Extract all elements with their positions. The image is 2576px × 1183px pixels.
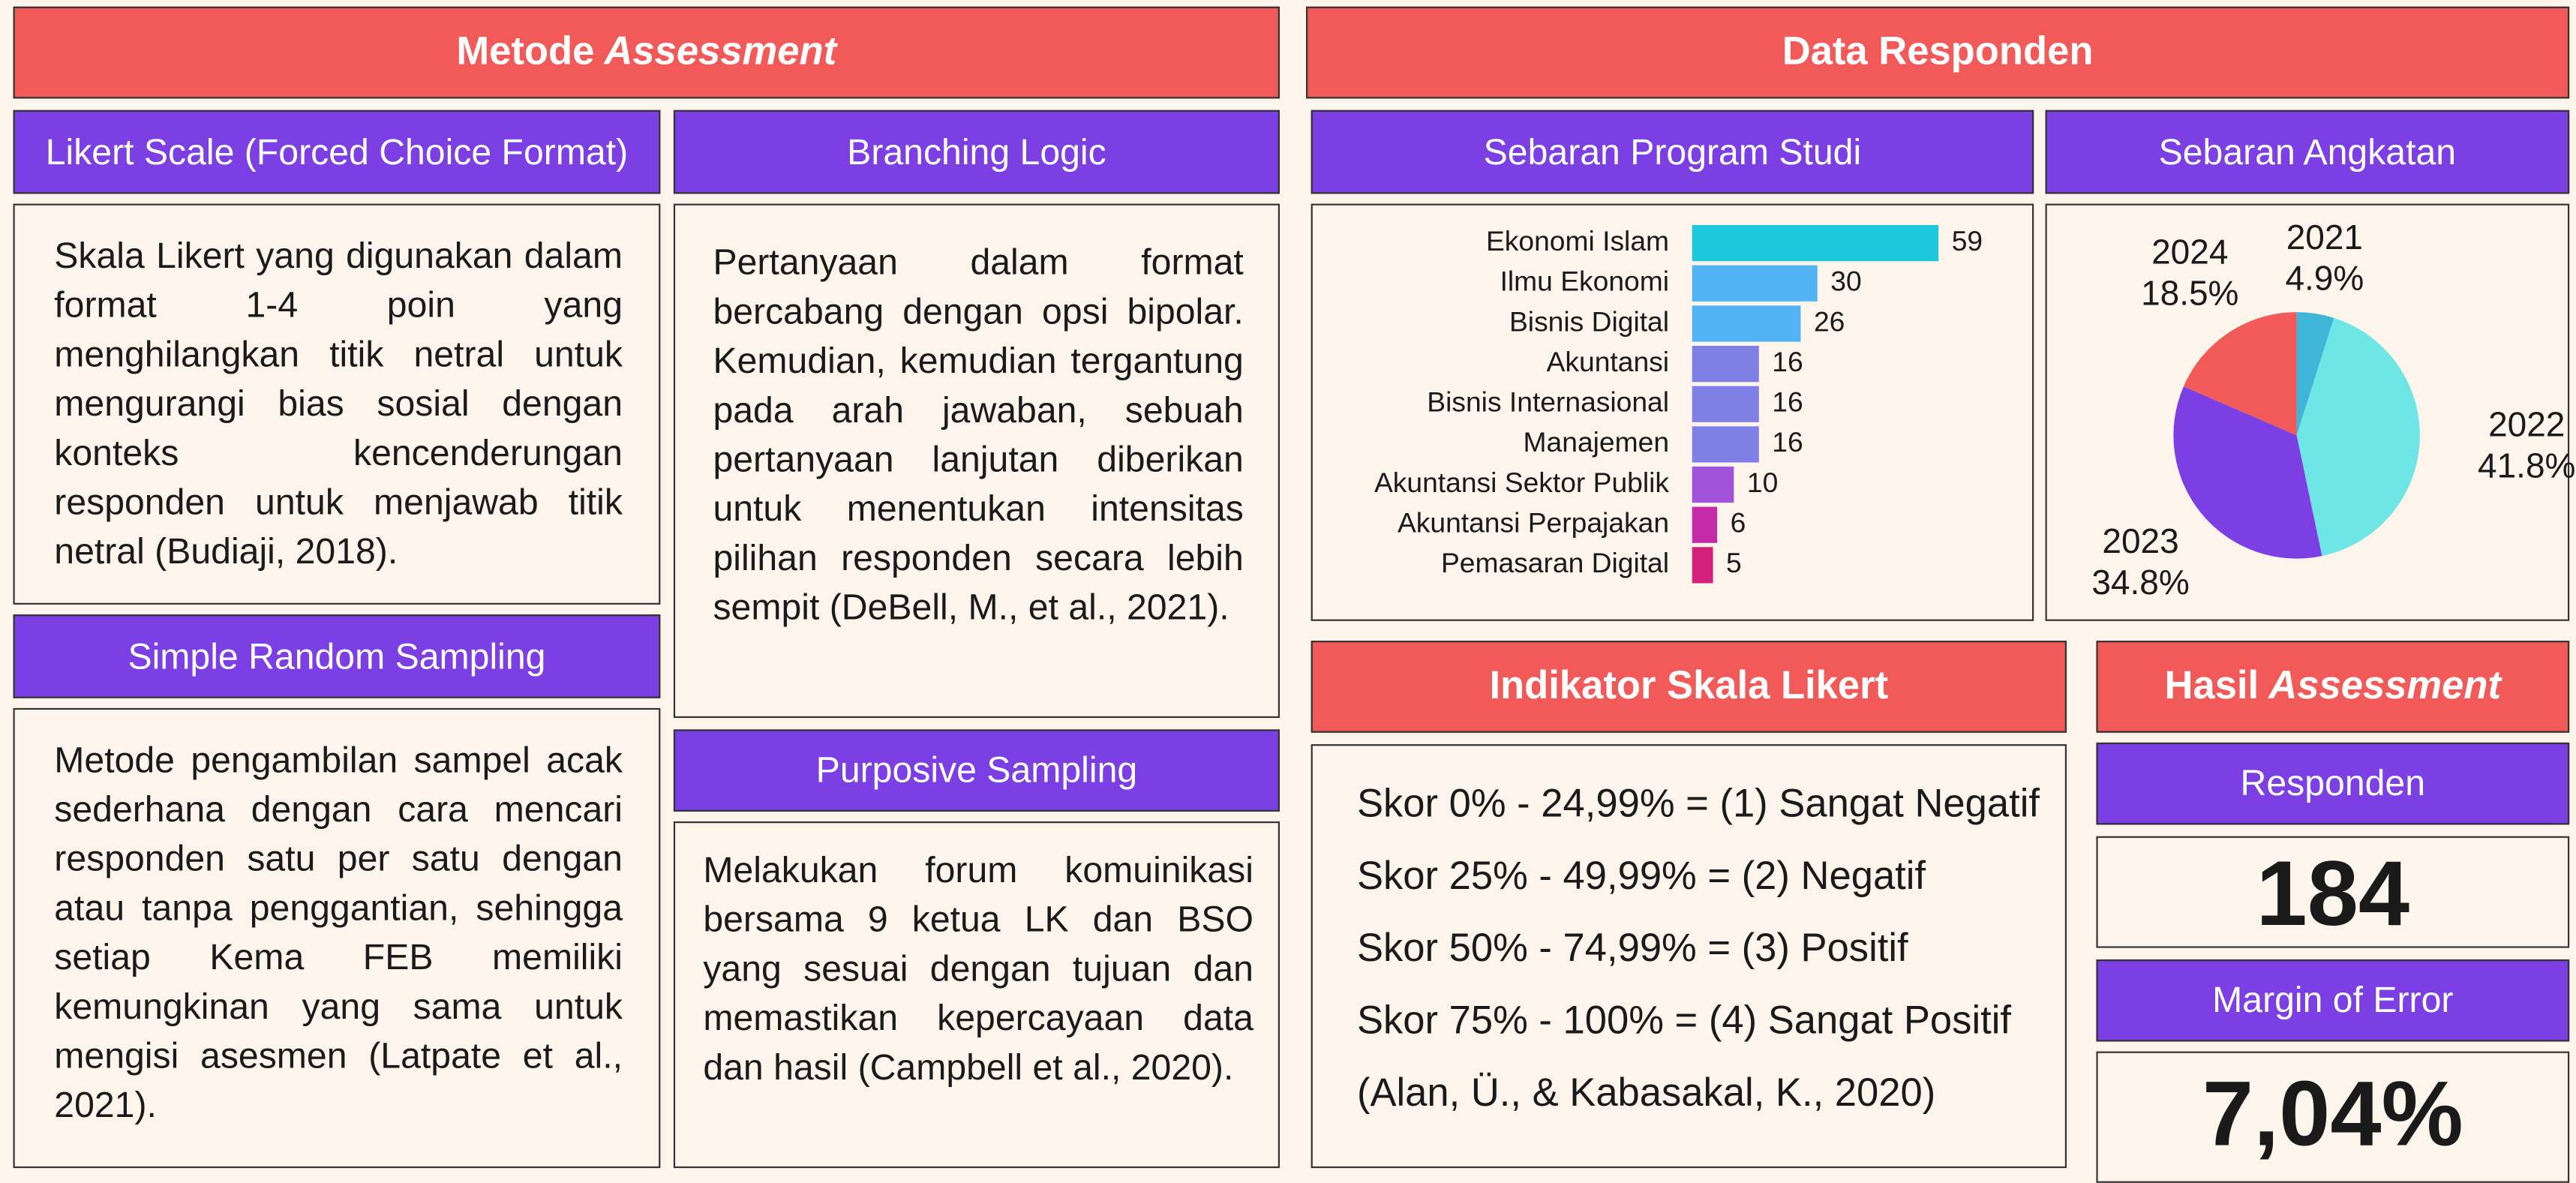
title: Hasil [2164, 663, 2259, 708]
header: Metode Assessment [13, 6, 1280, 99]
bar-label: Ilmu Ekonomi [1500, 266, 1669, 297]
pie-category: 2022 [2488, 405, 2565, 444]
section-body: Metode pengambilan sampel acak sederhana… [13, 707, 661, 1169]
pie-slice [2296, 312, 2334, 436]
paragraph: Pertanyaan dalam format bercabang dengan… [713, 241, 1244, 628]
pie-category: 2021 [2286, 218, 2363, 257]
bar-value: 16 [1772, 386, 1803, 418]
indicator-line: (Alan, Ü., & Kabasakal, K., 2020) [1356, 1070, 1936, 1116]
header: Indikator Skala Likert [1311, 641, 2067, 733]
paragraph: Melakukan forum komuinikasi bersama 9 ke… [703, 849, 1253, 1088]
section-body: Skala Likert yang digunakan dalam format… [13, 203, 661, 605]
bar [1692, 386, 1759, 422]
pie-value: 4.9% [2285, 259, 2364, 298]
bar-value: 5 [1726, 547, 1742, 578]
bar-label: Bisnis Digital [1509, 305, 1669, 337]
bar [1692, 426, 1759, 463]
paragraph: Skala Likert yang digunakan dalam format… [54, 235, 623, 572]
bar-value: 26 [1814, 305, 1845, 337]
bar-value: 6 [1731, 507, 1746, 539]
section-header: Sebaran Program Studi [1311, 110, 2034, 194]
bar-label: Ekonomi Islam [1486, 225, 1669, 257]
section-header: Simple Random Sampling [13, 614, 661, 698]
section-header: Margin of Error [2096, 959, 2570, 1042]
title: Assessment [604, 29, 837, 74]
bar-value: 16 [1772, 346, 1803, 377]
bar [1692, 265, 1818, 302]
section-header: Purposive Sampling [673, 729, 1280, 812]
bar [1692, 225, 1939, 262]
bar-label: Akuntansi Perpajakan [1398, 507, 1669, 539]
paragraph: Metode pengambilan sampel acak sederhana… [54, 739, 623, 1126]
bar-value: 59 [1952, 225, 1983, 257]
bar-label: Akuntansi Sektor Publik [1374, 467, 1669, 498]
stat-value: 184 [2096, 836, 2570, 948]
section-body: Melakukan forum komuinikasi bersama 9 ke… [673, 821, 1280, 1169]
bar [1692, 466, 1734, 503]
bar-label: Manajemen [1524, 426, 1669, 458]
indicator-line: Skor 0% - 24,99% = (1) Sangat Negatif [1356, 782, 2040, 827]
bar-value: 10 [1747, 467, 1778, 498]
bar [1692, 345, 1759, 383]
chart-panel [1311, 203, 2034, 621]
pie-value: 41.8% [2478, 446, 2575, 485]
section-header: Responden [2096, 742, 2570, 825]
header: Hasil Assessment [2096, 641, 2570, 733]
pie-value: 34.8% [2091, 563, 2189, 602]
section-header: Likert Scale (Forced Choice Format) [13, 110, 661, 194]
bar-value: 30 [1830, 266, 1861, 297]
pie-slice [2173, 386, 2322, 559]
pie-category: 2024 [2151, 233, 2228, 272]
section-header: Sebaran Angkatan [2045, 110, 2570, 194]
section-header: Branching Logic [673, 110, 1280, 194]
bar [1692, 506, 1718, 543]
pie-value: 18.5% [2141, 273, 2238, 312]
bar [1692, 547, 1713, 584]
title: Metode [456, 29, 595, 74]
pie-slice [2296, 317, 2420, 557]
section-body: Skor 0% - 24,99% = (1) Sangat Negatif Sko… [1311, 744, 2067, 1169]
indicator-line: Skor 50% - 74,99% = (3) Positif [1356, 926, 1908, 971]
indicator-line: Skor 75% - 100% = (4) Sangat Positif [1356, 998, 2012, 1043]
section-body: Pertanyaan dalam format bercabang dengan… [673, 203, 1280, 719]
pie-category: 2023 [2102, 521, 2178, 560]
bar-label: Pemasaran Digital [1441, 547, 1669, 578]
bar-label: Akuntansi [1547, 346, 1669, 377]
header: Data Responden [1306, 6, 2570, 99]
bar-label: Bisnis Internasional [1427, 386, 1669, 418]
indicator-line: Skor 25% - 49,99% = (2) Negatif [1356, 854, 1926, 899]
pie-slice [2183, 312, 2297, 436]
bar [1692, 305, 1801, 342]
bar-value: 16 [1772, 426, 1803, 458]
title: Assessment [2268, 663, 2502, 708]
